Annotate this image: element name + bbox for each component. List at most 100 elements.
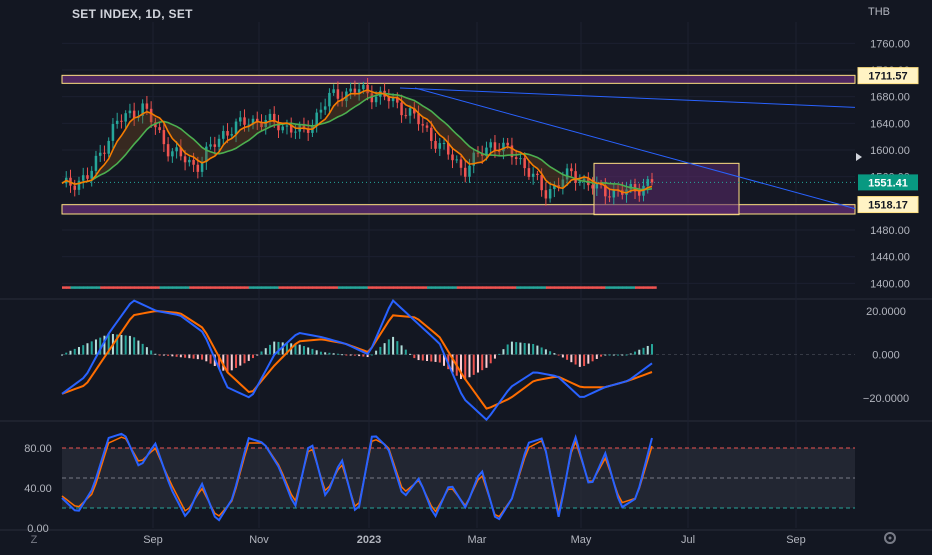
candle-body — [578, 181, 582, 183]
candle-body — [446, 142, 450, 155]
candle-body — [595, 182, 599, 189]
trend-bar-segment — [439, 286, 445, 289]
candle-body — [247, 124, 251, 126]
trend-bar-segment — [278, 286, 284, 289]
macd-histogram-bar — [544, 349, 547, 355]
trend-bar-segment — [486, 286, 492, 289]
x-tick-label: Mar — [468, 534, 487, 546]
trend-bar-segment — [588, 286, 594, 289]
trend-bar-segment — [541, 286, 547, 289]
trend-bar-segment — [550, 286, 555, 289]
trend-bar-segment — [214, 286, 220, 289]
candle-body — [179, 147, 183, 157]
trend-bar-segment — [371, 286, 377, 289]
macd-histogram-bar — [417, 354, 420, 361]
macd-histogram-bar — [264, 348, 267, 355]
macd-histogram-bar — [485, 354, 488, 368]
macd-histogram-bar — [421, 354, 424, 361]
macd-histogram-bar — [209, 354, 212, 364]
candle-body — [604, 184, 607, 197]
macd-histogram-bar — [196, 354, 199, 360]
stoch-tick-label: 0.00 — [27, 523, 48, 535]
trend-bar-segment — [125, 286, 131, 289]
trend-bar-segment — [197, 286, 203, 289]
candle-body — [472, 152, 475, 166]
macd-histogram-bar — [247, 354, 250, 361]
macd-histogram-bar — [396, 341, 399, 355]
trend-bar-segment — [257, 286, 262, 289]
candle-body — [582, 178, 586, 182]
trend-bar-segment — [172, 286, 178, 289]
macd-histogram-bar — [404, 349, 407, 355]
trend-bar-segment — [579, 286, 585, 289]
candle-body — [451, 154, 454, 161]
trend-bar-segment — [189, 286, 195, 289]
trend-bar-segment — [206, 286, 212, 289]
candle-body — [132, 110, 136, 119]
trend-bar-segment — [121, 286, 127, 289]
macd-histogram-bar — [205, 354, 208, 362]
trend-bar-segment — [333, 286, 339, 289]
macd-histogram-bar — [353, 354, 356, 356]
candle-body — [86, 175, 89, 179]
macd-histogram-bar — [600, 354, 603, 357]
candle-body — [493, 142, 497, 151]
candle-body — [107, 140, 110, 154]
macd-histogram-bar — [99, 337, 102, 355]
candle-body — [510, 145, 514, 158]
candle-body — [519, 158, 522, 160]
candle-body — [128, 110, 132, 114]
macd-histogram-bar — [536, 345, 539, 355]
candle-body — [302, 124, 306, 129]
trend-bar-segment — [95, 286, 101, 289]
macd-histogram-bar — [532, 343, 535, 355]
candle-body — [612, 189, 616, 198]
trend-bar-segment — [643, 286, 649, 289]
macd-histogram-bar — [493, 354, 496, 359]
macd-histogram-bar — [341, 354, 344, 356]
candle-body — [166, 144, 170, 157]
candle-body — [506, 142, 509, 146]
candle-body — [463, 167, 467, 177]
trend-bar-segment — [291, 286, 296, 289]
level-label-bg — [857, 67, 919, 85]
candle-body — [548, 189, 552, 199]
candle-body — [561, 179, 565, 188]
trend-bar-segment — [503, 286, 509, 289]
trend-bar-segment — [516, 286, 521, 289]
macd-histogram-bar — [578, 354, 581, 367]
candle-body — [222, 131, 225, 139]
trend-bar-segment — [117, 286, 122, 289]
macd-histogram-bar — [137, 340, 140, 355]
candle-body — [268, 113, 272, 121]
trend-bar-segment — [265, 286, 271, 289]
trend-bar-segment — [533, 286, 538, 289]
price-zone — [61, 204, 856, 215]
trend-bar-segment — [397, 286, 403, 289]
candle-body — [438, 143, 442, 149]
macd-histogram-bar — [621, 354, 624, 356]
macd-histogram-bar — [459, 354, 462, 380]
trend-bar-segment — [151, 286, 156, 289]
trend-bar-segment — [350, 286, 356, 289]
macd-histogram-bar — [150, 350, 153, 355]
trend-line-lower — [414, 87, 856, 210]
trend-bar-segment — [316, 286, 322, 289]
candle-body — [149, 108, 153, 123]
level-label: 1518.17 — [868, 200, 908, 212]
macd-histogram-bar — [358, 354, 361, 357]
macd-histogram-bar — [502, 349, 505, 355]
candle-body — [638, 191, 641, 196]
trend-bar-segment — [70, 286, 76, 289]
macd-histogram-bar — [243, 354, 246, 364]
gear-icon-ring — [884, 532, 896, 544]
macd-histogram-bar — [307, 347, 310, 355]
x-tick-label: Nov — [249, 534, 269, 546]
macd-histogram-bar — [77, 347, 80, 355]
candle-body — [468, 165, 471, 177]
macd-histogram-bar — [651, 344, 653, 355]
trend-bar-segment — [571, 286, 577, 289]
macd-histogram-bar — [192, 354, 195, 359]
